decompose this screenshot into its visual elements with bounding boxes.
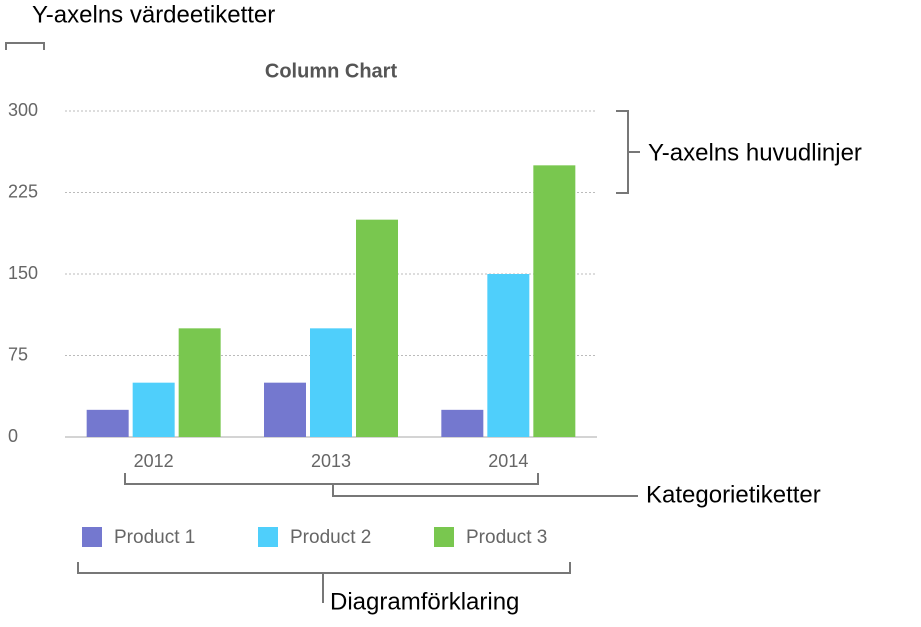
chart-title: Column Chart (265, 60, 398, 82)
bar (264, 382, 306, 437)
x-tick-label: 2014 (488, 451, 528, 471)
bracket (124, 473, 638, 497)
y-tick-label: 0 (8, 426, 18, 446)
annotation: Kategorietiketter (646, 481, 821, 508)
legend-label: Product 1 (114, 527, 195, 548)
bar (86, 409, 129, 437)
bracket (5, 42, 45, 50)
y-tick-label: 225 (8, 181, 38, 201)
legend-swatch (82, 527, 102, 547)
bracket (616, 110, 640, 194)
bar (533, 165, 576, 438)
x-tick-label: 2013 (311, 451, 351, 471)
bar (441, 409, 484, 437)
bar (178, 328, 221, 437)
bar (310, 328, 352, 437)
annotation: Diagramförklaring (330, 588, 519, 615)
x-tick-label: 2012 (134, 451, 174, 471)
bar (356, 219, 398, 437)
legend-swatch (434, 527, 454, 547)
y-tick-label: 150 (8, 263, 38, 283)
annotation: Y-axelns värdeetiketter (32, 1, 275, 28)
bar (132, 382, 175, 437)
bracket (77, 562, 571, 603)
y-tick-label: 75 (8, 344, 28, 364)
legend-label: Product 2 (290, 527, 371, 548)
annotation: Y-axelns huvudlinjer (648, 139, 862, 166)
legend-label: Product 3 (466, 527, 547, 548)
y-tick-label: 300 (8, 100, 38, 120)
legend-swatch (258, 527, 278, 547)
bar (487, 274, 530, 437)
